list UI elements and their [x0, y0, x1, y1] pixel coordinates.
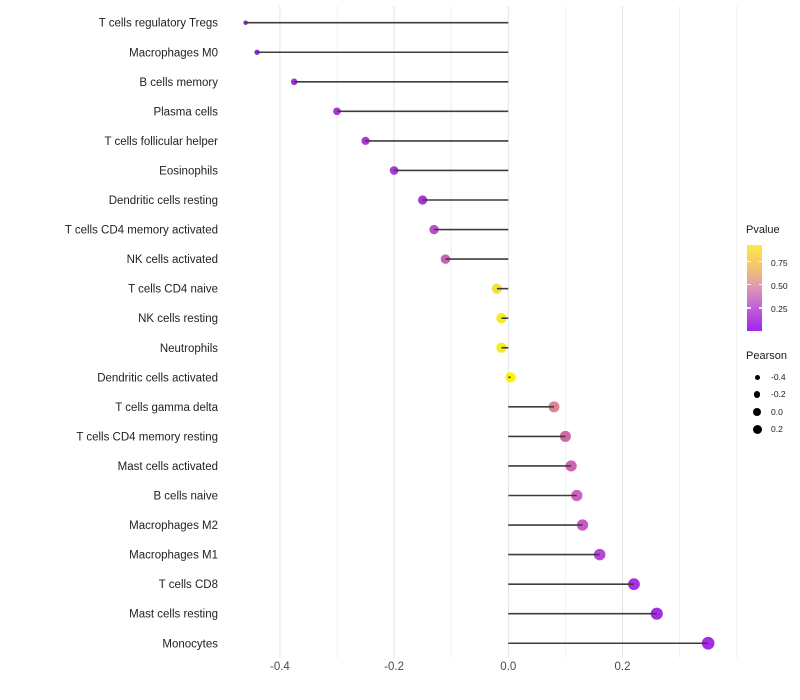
x-tick-label: 0.2 — [615, 661, 631, 673]
x-tick-label: 0.0 — [500, 661, 516, 673]
category-label: Dendritic cells resting — [109, 195, 218, 207]
category-label: T cells follicular helper — [104, 136, 218, 148]
category-label: T cells CD8 — [159, 579, 218, 591]
data-point — [389, 166, 399, 175]
category-label: Mast cells resting — [129, 609, 218, 621]
colorbar-tick — [747, 260, 751, 263]
category-label: Macrophages M2 — [129, 520, 218, 532]
category-label: Macrophages M1 — [129, 550, 218, 562]
category-label: NK cells resting — [138, 313, 218, 325]
category-label: T cells CD4 memory activated — [65, 225, 218, 237]
pvalue-tick-label: 0.50 — [771, 280, 788, 291]
category-label: Dendritic cells activated — [97, 372, 218, 384]
category-label: Monocytes — [162, 638, 218, 650]
legend: Pvalue 0.75 0.50 0.25 Pearson -0.4 -0.2 0.0 0… — [744, 222, 800, 452]
pearson-size-dot — [753, 391, 761, 398]
category-label: B cells memory — [139, 77, 218, 89]
category-label: Eosinophils — [159, 165, 218, 177]
pvalue-legend-title: Pvalue — [746, 224, 780, 236]
category-label: T cells gamma delta — [115, 402, 218, 414]
pearson-size-label: 0.0 — [771, 406, 783, 417]
category-label: Mast cells activated — [118, 461, 218, 473]
category-label: T cells regulatory Tregs — [99, 18, 219, 30]
colorbar-tick — [758, 306, 762, 309]
pvalue-tick-label: 0.75 — [771, 257, 788, 268]
category-label: Plasma cells — [153, 106, 218, 118]
colorbar-tick — [747, 306, 751, 309]
pearson-size-label: -0.4 — [771, 371, 786, 382]
pearson-legend-title: Pearson — [746, 350, 787, 362]
colorbar-tick — [758, 283, 762, 286]
pearson-size-label: -0.2 — [771, 389, 786, 399]
x-tick-label: -0.2 — [384, 661, 404, 673]
category-label: B cells naive — [153, 491, 218, 503]
pearson-size-dot — [752, 425, 762, 434]
pearson-size-dot — [753, 408, 761, 416]
category-label: Macrophages M0 — [129, 47, 218, 59]
colorbar-tick — [747, 283, 751, 286]
category-label: Neutrophils — [160, 343, 218, 355]
category-label: NK cells activated — [127, 254, 218, 266]
pvalue-tick-label: 0.25 — [771, 303, 788, 314]
x-tick-label: -0.4 — [270, 661, 290, 673]
category-label: T cells CD4 memory resting — [76, 431, 218, 443]
pearson-size-dot — [754, 374, 760, 380]
pvalue-colorbar — [747, 245, 762, 331]
category-label: T cells CD4 naive — [128, 284, 218, 296]
colorbar-tick — [758, 260, 762, 263]
pearson-size-label: 0.2 — [771, 424, 783, 434]
